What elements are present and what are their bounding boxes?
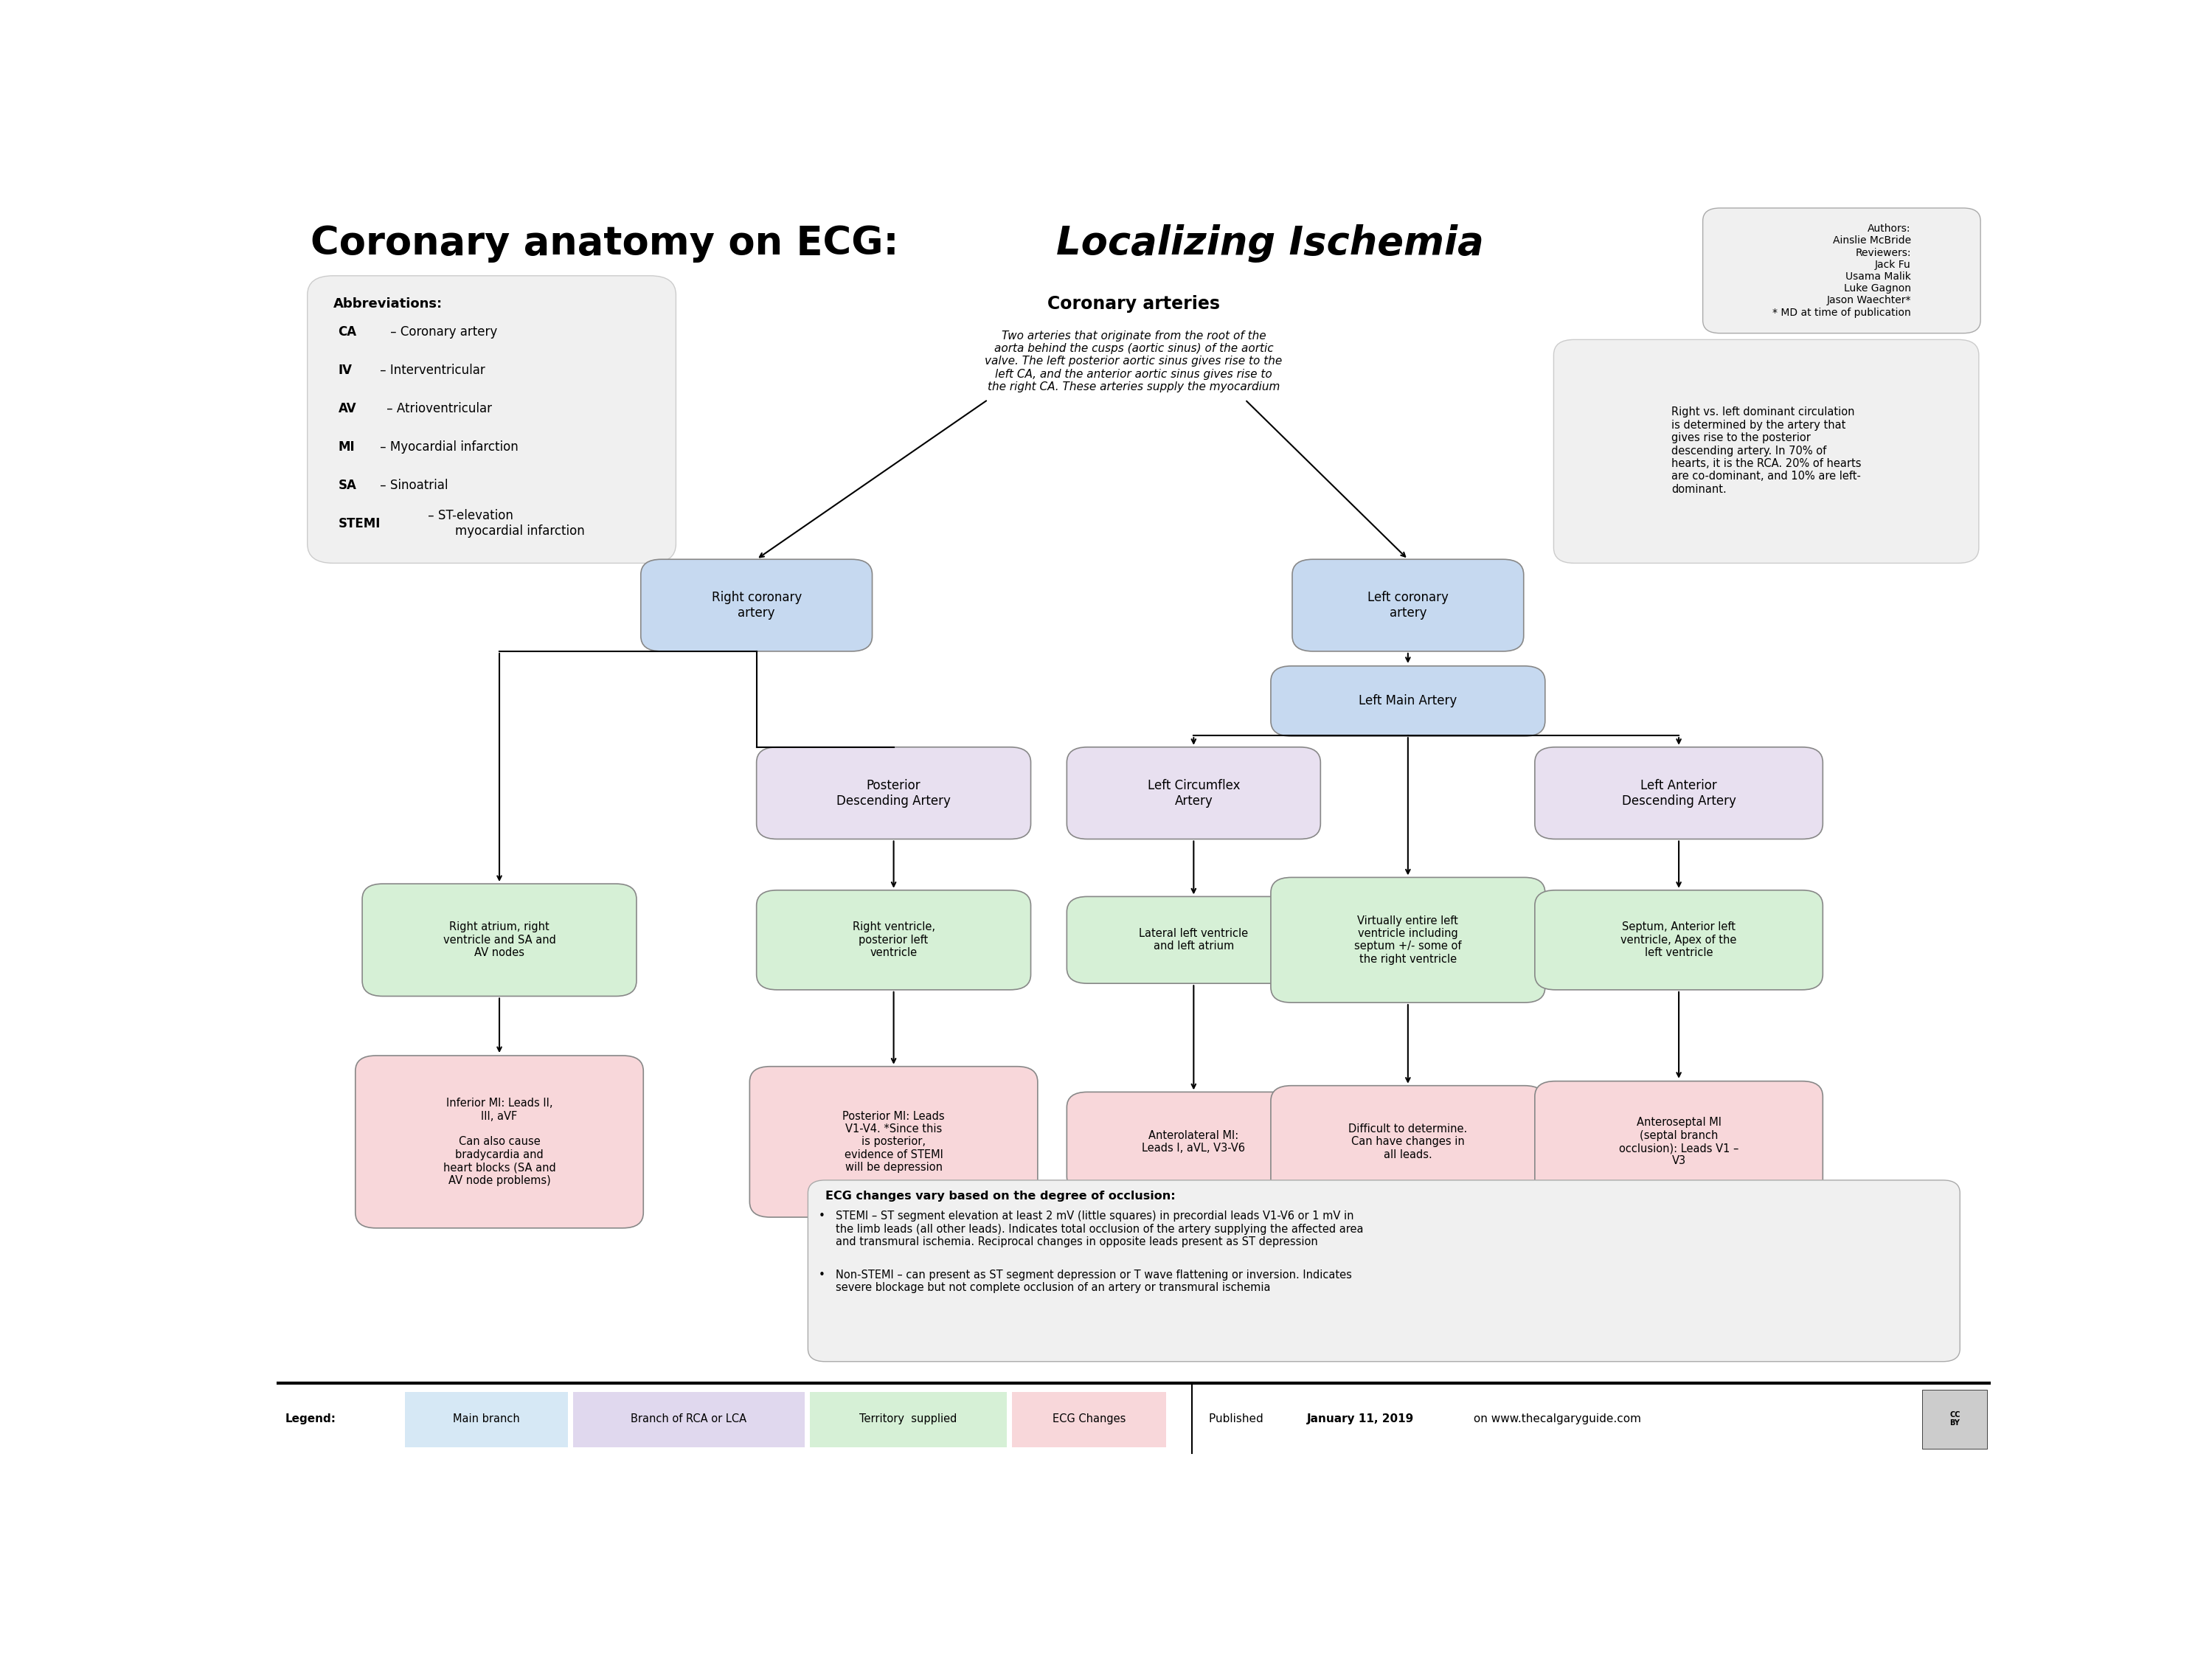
Text: Virtually entire left
ventricle including
septum +/- some of
the right ventricle: Virtually entire left ventricle includin… (1354, 916, 1462, 966)
FancyBboxPatch shape (307, 275, 677, 562)
Text: Published: Published (1210, 1413, 1267, 1425)
Text: Right atrium, right
ventricle and SA and
AV nodes: Right atrium, right ventricle and SA and… (442, 922, 555, 959)
Text: Difficult to determine.
Can have changes in
all leads.: Difficult to determine. Can have changes… (1349, 1123, 1467, 1160)
FancyBboxPatch shape (807, 1180, 1960, 1362)
Text: January 11, 2019: January 11, 2019 (1307, 1413, 1413, 1425)
Text: Left coronary
artery: Left coronary artery (1367, 591, 1449, 619)
Text: Localizing Ischemia: Localizing Ischemia (1057, 224, 1484, 264)
Text: Left Circumflex
Artery: Left Circumflex Artery (1148, 778, 1241, 808)
FancyBboxPatch shape (363, 884, 637, 995)
Text: CA: CA (338, 325, 356, 338)
Text: ECG changes vary based on the degree of occlusion:: ECG changes vary based on the degree of … (825, 1191, 1175, 1201)
Text: Branch of RCA or LCA: Branch of RCA or LCA (630, 1413, 748, 1425)
Text: – Myocardial infarction: – Myocardial infarction (376, 440, 518, 453)
Text: Posterior MI: Leads
V1-V4. *Since this
is posterior,
evidence of STEMI
will be d: Posterior MI: Leads V1-V4. *Since this i… (843, 1110, 945, 1173)
FancyBboxPatch shape (1553, 340, 1980, 562)
Text: Main branch: Main branch (453, 1413, 520, 1425)
Text: Territory  supplied: Territory supplied (860, 1413, 958, 1425)
Text: Two arteries that originate from the root of the
aorta behind the cusps (aortic : Two arteries that originate from the roo… (984, 330, 1283, 393)
Text: – ST-elevation
        myocardial infarction: – ST-elevation myocardial infarction (425, 509, 584, 538)
Text: Anteroseptal MI
(septal branch
occlusion): Leads V1 –
V3: Anteroseptal MI (septal branch occlusion… (1619, 1117, 1739, 1166)
Text: Left Main Artery: Left Main Artery (1358, 695, 1458, 708)
FancyBboxPatch shape (1922, 1390, 1986, 1448)
FancyBboxPatch shape (810, 1392, 1006, 1447)
FancyBboxPatch shape (276, 1377, 1991, 1453)
Text: •: • (818, 1211, 825, 1223)
Text: CC
BY: CC BY (1949, 1412, 1960, 1427)
Text: MI: MI (338, 440, 354, 453)
FancyBboxPatch shape (405, 1392, 568, 1447)
Text: – Coronary artery: – Coronary artery (387, 325, 498, 338)
Text: STEMI – ST segment elevation at least 2 mV (little squares) in precordial leads : STEMI – ST segment elevation at least 2 … (836, 1211, 1363, 1248)
FancyBboxPatch shape (1270, 665, 1546, 737)
Text: – Atrioventricular: – Atrioventricular (383, 401, 491, 415)
Text: Inferior MI: Leads II,
III, aVF

Can also cause
bradycardia and
heart blocks (SA: Inferior MI: Leads II, III, aVF Can also… (442, 1098, 555, 1186)
Text: Non-STEMI – can present as ST segment depression or T wave flattening or inversi: Non-STEMI – can present as ST segment de… (836, 1269, 1352, 1294)
Text: IV: IV (338, 363, 352, 377)
Text: Septum, Anterior left
ventricle, Apex of the
left ventricle: Septum, Anterior left ventricle, Apex of… (1621, 922, 1736, 959)
FancyBboxPatch shape (1292, 559, 1524, 652)
Text: Right coronary
artery: Right coronary artery (712, 591, 801, 619)
FancyBboxPatch shape (1066, 1092, 1321, 1191)
FancyBboxPatch shape (1535, 747, 1823, 839)
Text: Right ventricle,
posterior left
ventricle: Right ventricle, posterior left ventricl… (852, 922, 936, 959)
FancyBboxPatch shape (356, 1055, 644, 1228)
FancyBboxPatch shape (1703, 207, 1980, 333)
Text: Anterolateral MI:
Leads I, aVL, V3-V6: Anterolateral MI: Leads I, aVL, V3-V6 (1141, 1130, 1245, 1153)
Text: Abbreviations:: Abbreviations: (334, 297, 442, 310)
Text: ECG Changes: ECG Changes (1053, 1413, 1126, 1425)
Text: Coronary anatomy on ECG:: Coronary anatomy on ECG: (310, 224, 914, 264)
FancyBboxPatch shape (1270, 1085, 1546, 1198)
FancyBboxPatch shape (641, 559, 872, 652)
FancyBboxPatch shape (750, 1067, 1037, 1218)
Text: – Interventricular: – Interventricular (376, 363, 484, 377)
FancyBboxPatch shape (1535, 1082, 1823, 1203)
Text: Right vs. left dominant circulation
is determined by the artery that
gives rise : Right vs. left dominant circulation is d… (1672, 406, 1860, 494)
Text: Posterior
Descending Artery: Posterior Descending Artery (836, 778, 951, 808)
FancyBboxPatch shape (1066, 896, 1321, 984)
Text: Authors:
Ainslie McBride
Reviewers:
Jack Fu
Usama Malik
Luke Gagnon
Jason Waecht: Authors: Ainslie McBride Reviewers: Jack… (1772, 224, 1911, 317)
FancyBboxPatch shape (757, 747, 1031, 839)
FancyBboxPatch shape (1066, 747, 1321, 839)
Text: Coronary arteries: Coronary arteries (1046, 295, 1221, 312)
Text: Lateral left ventricle
and left atrium: Lateral left ventricle and left atrium (1139, 927, 1248, 952)
FancyBboxPatch shape (573, 1392, 805, 1447)
FancyBboxPatch shape (757, 891, 1031, 990)
FancyBboxPatch shape (1270, 878, 1546, 1002)
Text: Left Anterior
Descending Artery: Left Anterior Descending Artery (1621, 778, 1736, 808)
Text: Legend:: Legend: (285, 1413, 336, 1425)
Text: on www.thecalgaryguide.com: on www.thecalgaryguide.com (1469, 1413, 1641, 1425)
Text: SA: SA (338, 478, 356, 491)
FancyBboxPatch shape (1535, 891, 1823, 990)
FancyBboxPatch shape (1011, 1392, 1166, 1447)
Text: – Sinoatrial: – Sinoatrial (376, 478, 447, 491)
Text: STEMI: STEMI (338, 518, 380, 531)
Text: AV: AV (338, 401, 356, 415)
Text: •: • (818, 1269, 825, 1281)
